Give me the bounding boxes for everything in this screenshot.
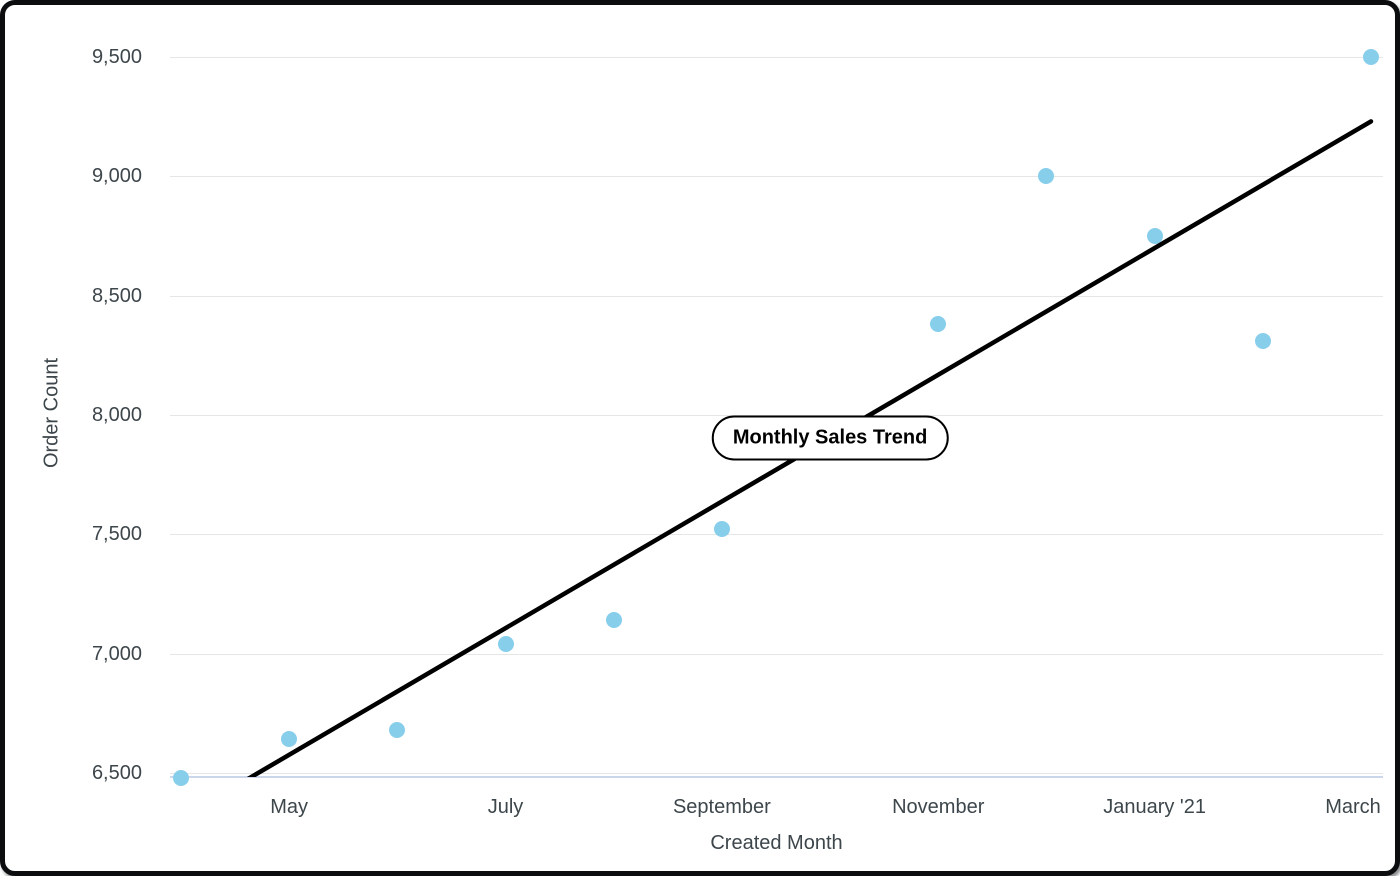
data-point-december[interactable] <box>1038 168 1055 185</box>
x-tick-label: July <box>487 796 524 818</box>
x-tick-label: January '21 <box>1103 796 1206 818</box>
gridline-9500 <box>170 57 1383 58</box>
y-tick-label: 9,500 <box>91 46 142 68</box>
data-point-may[interactable] <box>281 731 298 748</box>
y-tick-label: 9,000 <box>91 165 142 188</box>
gridline-8500 <box>170 295 1383 297</box>
data-point-february[interactable] <box>1254 332 1271 349</box>
gridline-7500 <box>170 534 1383 536</box>
gridline-7000 <box>170 653 1383 655</box>
y-tick-label: 8,500 <box>91 284 142 307</box>
trend-label-pill[interactable]: Monthly Sales Trend <box>711 415 949 461</box>
trend-line-segment <box>246 119 1374 777</box>
y-axis-title: Order Count <box>40 357 63 469</box>
data-point-july[interactable] <box>497 635 514 652</box>
y-tick-label: 7,500 <box>91 523 142 546</box>
x-tick-label: March <box>1325 796 1381 818</box>
data-point-november[interactable] <box>930 316 947 333</box>
y-tick-label: 7,000 <box>91 642 142 665</box>
data-point-april[interactable] <box>173 769 189 786</box>
data-point-august[interactable] <box>605 612 622 629</box>
trend-line <box>246 119 1374 777</box>
x-axis-line <box>170 776 1383 778</box>
gridline-9000 <box>170 176 1383 178</box>
x-tick-label: September <box>672 796 771 818</box>
y-tick-label: 6,500 <box>91 761 142 784</box>
x-axis-title: Created Month <box>710 832 843 854</box>
x-tick-label: November <box>892 796 985 818</box>
gridline-6500 <box>170 772 1383 774</box>
y-tick-label: 8,000 <box>91 403 142 426</box>
data-point-september[interactable] <box>713 521 730 538</box>
x-tick-label: May <box>270 796 309 818</box>
data-point-january-21[interactable] <box>1146 227 1163 244</box>
data-point-june[interactable] <box>389 721 406 738</box>
scatter-chart: 6,500 7,000 7,500 8,000 8,500 9,000 9,500 May J… <box>5 5 1395 871</box>
data-point-march[interactable] <box>1362 49 1379 65</box>
